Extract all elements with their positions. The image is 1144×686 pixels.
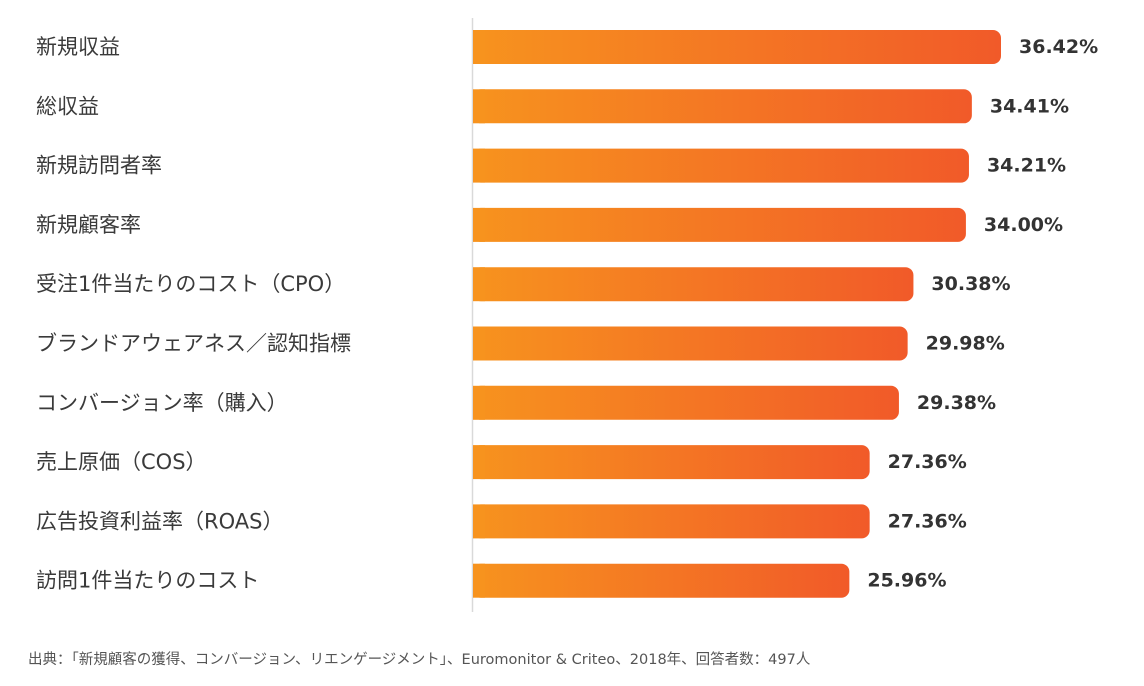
bar-left-edge [473, 148, 485, 183]
category-label: 訪問1件当たりのコスト [36, 569, 259, 593]
value-label: 25.96% [867, 570, 946, 592]
bar-left-edge [473, 267, 485, 302]
value-label: 29.98% [926, 333, 1005, 355]
bar-left-edge [473, 207, 485, 242]
bar [473, 207, 966, 242]
bar-left-edge [473, 385, 485, 420]
category-label: 売上原価（COS） [36, 450, 207, 474]
bar-left-edge [473, 563, 485, 598]
bar [473, 30, 1001, 64]
bar [473, 326, 908, 361]
bar [473, 89, 972, 124]
value-label: 36.42% [1019, 36, 1098, 58]
category-label: 新規顧客率 [36, 213, 141, 237]
value-label: 30.38% [931, 273, 1010, 295]
category-label: 新規訪問者率 [36, 154, 162, 178]
value-label: 34.21% [987, 155, 1066, 177]
bar [473, 385, 899, 420]
bar [473, 148, 969, 183]
bar-left-edge [473, 30, 485, 64]
category-label: コンバージョン率（購入） [36, 391, 288, 415]
category-label: 広告投資利益率（ROAS） [36, 509, 283, 533]
bar-left-edge [473, 89, 485, 124]
category-label: ブランドアウェアネス／認知指標 [36, 332, 351, 356]
bar [473, 504, 870, 539]
bar-left-edge [473, 326, 485, 361]
category-label: 受注1件当たりのコスト（CPO） [36, 272, 345, 296]
category-label: 総収益 [36, 94, 99, 118]
bars-group: 新規収益 36.42% 総収益 34.41% 新規訪問者率 34.21% 新規顧客率 34.0… [36, 30, 1098, 598]
bar [473, 445, 870, 480]
category-label: 新規収益 [36, 35, 120, 59]
source-note: 出典：「新規顧客の獲得、コンバージョン、リエンゲージメント」、Euromonit… [28, 652, 811, 668]
bar [473, 563, 850, 598]
value-label: 27.36% [888, 510, 967, 532]
bar-left-edge [473, 445, 485, 480]
bar-left-edge [473, 504, 485, 539]
value-label: 34.41% [990, 95, 1069, 117]
value-label: 27.36% [888, 451, 967, 473]
value-label: 34.00% [984, 214, 1063, 236]
value-label: 29.38% [917, 392, 996, 414]
bar [473, 267, 914, 302]
